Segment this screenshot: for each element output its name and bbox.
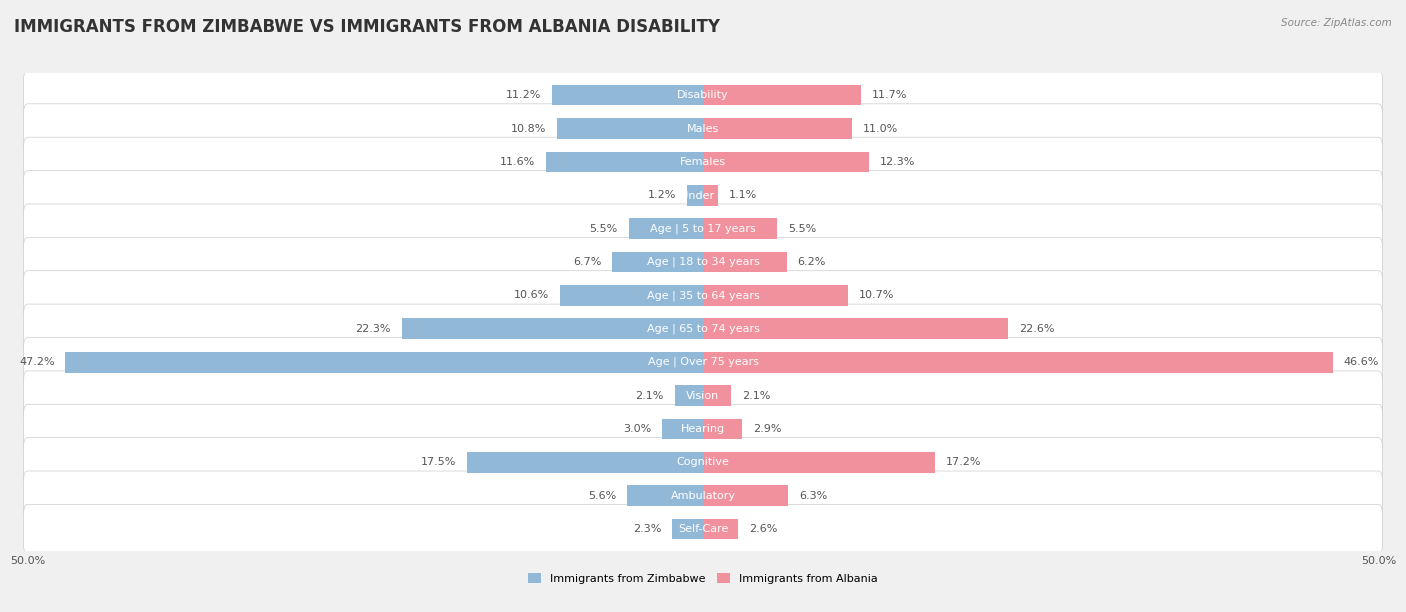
Text: 11.2%: 11.2% xyxy=(506,90,541,100)
FancyBboxPatch shape xyxy=(24,304,1382,354)
Text: Age | 35 to 64 years: Age | 35 to 64 years xyxy=(647,290,759,300)
Text: 17.5%: 17.5% xyxy=(420,457,456,468)
Text: 1.1%: 1.1% xyxy=(728,190,756,200)
Bar xyxy=(703,352,1333,373)
Legend: Immigrants from Zimbabwe, Immigrants from Albania: Immigrants from Zimbabwe, Immigrants fro… xyxy=(523,569,883,588)
Bar xyxy=(703,185,718,206)
Bar xyxy=(703,285,848,306)
Text: Age | Under 5 years: Age | Under 5 years xyxy=(648,190,758,201)
Text: Vision: Vision xyxy=(686,390,720,401)
Text: Self-Care: Self-Care xyxy=(678,524,728,534)
Text: 11.6%: 11.6% xyxy=(501,157,536,167)
Text: 47.2%: 47.2% xyxy=(18,357,55,367)
Text: Ambulatory: Ambulatory xyxy=(671,491,735,501)
Bar xyxy=(703,519,738,539)
Bar xyxy=(703,85,860,105)
Text: 22.6%: 22.6% xyxy=(1019,324,1054,334)
Bar xyxy=(66,352,703,373)
Text: 10.8%: 10.8% xyxy=(510,124,547,133)
Bar xyxy=(402,318,703,339)
Text: Source: ZipAtlas.com: Source: ZipAtlas.com xyxy=(1281,18,1392,28)
Text: 12.3%: 12.3% xyxy=(880,157,915,167)
Bar xyxy=(703,452,935,472)
Bar xyxy=(703,419,742,439)
Bar xyxy=(547,152,703,172)
Bar xyxy=(672,519,703,539)
Text: 6.7%: 6.7% xyxy=(574,257,602,267)
Bar xyxy=(703,318,1008,339)
Text: 2.6%: 2.6% xyxy=(749,524,778,534)
Bar xyxy=(703,485,789,506)
Bar xyxy=(551,85,703,105)
Bar xyxy=(686,185,703,206)
FancyBboxPatch shape xyxy=(24,504,1382,554)
Text: 10.7%: 10.7% xyxy=(858,291,894,300)
Text: 22.3%: 22.3% xyxy=(356,324,391,334)
Text: 10.6%: 10.6% xyxy=(513,291,548,300)
Text: Hearing: Hearing xyxy=(681,424,725,434)
Text: 3.0%: 3.0% xyxy=(623,424,651,434)
Bar xyxy=(703,118,852,139)
Bar xyxy=(560,285,703,306)
Text: Age | 18 to 34 years: Age | 18 to 34 years xyxy=(647,257,759,267)
Text: Age | Over 75 years: Age | Over 75 years xyxy=(648,357,758,367)
Text: Disability: Disability xyxy=(678,90,728,100)
FancyBboxPatch shape xyxy=(24,405,1382,453)
Text: 5.5%: 5.5% xyxy=(589,223,617,234)
FancyBboxPatch shape xyxy=(24,271,1382,320)
FancyBboxPatch shape xyxy=(24,137,1382,187)
FancyBboxPatch shape xyxy=(24,471,1382,520)
Bar xyxy=(703,152,869,172)
Text: 2.3%: 2.3% xyxy=(633,524,661,534)
FancyBboxPatch shape xyxy=(24,171,1382,220)
Text: Cognitive: Cognitive xyxy=(676,457,730,468)
Bar xyxy=(627,485,703,506)
Text: 1.2%: 1.2% xyxy=(648,190,676,200)
Text: 5.5%: 5.5% xyxy=(789,223,817,234)
Text: 17.2%: 17.2% xyxy=(946,457,981,468)
Text: Age | 5 to 17 years: Age | 5 to 17 years xyxy=(650,223,756,234)
Text: 5.6%: 5.6% xyxy=(588,491,617,501)
Bar xyxy=(703,218,778,239)
Text: Males: Males xyxy=(688,124,718,133)
FancyBboxPatch shape xyxy=(24,371,1382,420)
Text: IMMIGRANTS FROM ZIMBABWE VS IMMIGRANTS FROM ALBANIA DISABILITY: IMMIGRANTS FROM ZIMBABWE VS IMMIGRANTS F… xyxy=(14,18,720,36)
Bar xyxy=(662,419,703,439)
Text: 2.9%: 2.9% xyxy=(754,424,782,434)
Text: 46.6%: 46.6% xyxy=(1343,357,1379,367)
Bar xyxy=(467,452,703,472)
Bar xyxy=(628,218,703,239)
Bar xyxy=(703,385,731,406)
Bar xyxy=(557,118,703,139)
Bar xyxy=(613,252,703,272)
FancyBboxPatch shape xyxy=(24,70,1382,120)
Text: 2.1%: 2.1% xyxy=(742,390,770,401)
Bar xyxy=(703,252,787,272)
Text: 11.7%: 11.7% xyxy=(872,90,907,100)
FancyBboxPatch shape xyxy=(24,104,1382,153)
Text: 6.3%: 6.3% xyxy=(799,491,827,501)
Text: 2.1%: 2.1% xyxy=(636,390,664,401)
Text: 11.0%: 11.0% xyxy=(862,124,897,133)
FancyBboxPatch shape xyxy=(24,438,1382,487)
FancyBboxPatch shape xyxy=(24,204,1382,253)
FancyBboxPatch shape xyxy=(24,337,1382,387)
Text: Females: Females xyxy=(681,157,725,167)
FancyBboxPatch shape xyxy=(24,237,1382,287)
Text: 6.2%: 6.2% xyxy=(797,257,825,267)
Text: Age | 65 to 74 years: Age | 65 to 74 years xyxy=(647,324,759,334)
Bar xyxy=(675,385,703,406)
